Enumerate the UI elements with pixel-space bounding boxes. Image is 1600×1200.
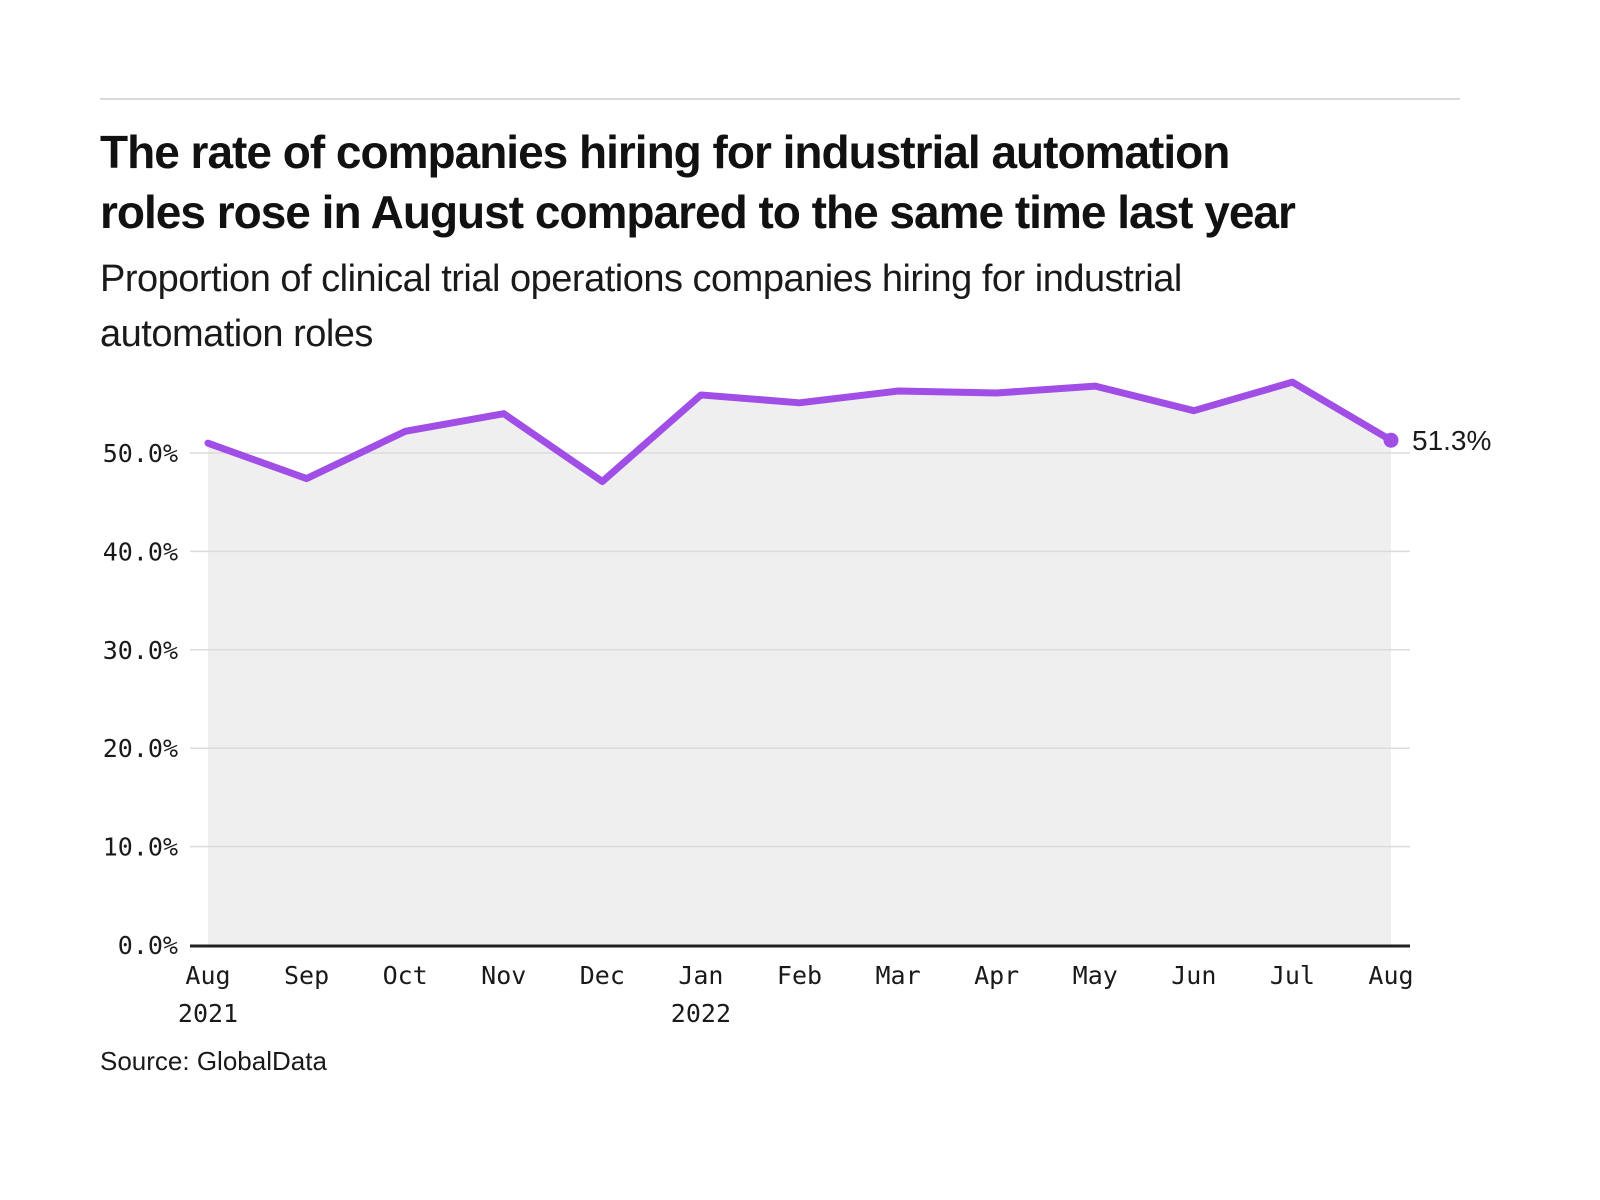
y-tick-label: 10.0%	[103, 833, 178, 862]
x-tick-label: Apr	[974, 961, 1019, 990]
y-tick-label: 0.0%	[118, 931, 178, 960]
x-tick-label: Mar	[876, 961, 921, 990]
x-tick-label: Dec	[580, 961, 625, 990]
end-dot	[1383, 432, 1399, 448]
x-tick-label: Feb	[777, 961, 822, 990]
x-tick-year-label: 2021	[178, 999, 238, 1028]
chart-title: The rate of companies hiring for industr…	[100, 122, 1500, 242]
area-fill	[208, 382, 1391, 946]
x-tick-label: May	[1073, 961, 1118, 990]
chart-subtitle-line-2: automation roles	[100, 313, 373, 355]
x-tick-label: Sep	[284, 961, 329, 990]
end-value-label: 51.3%	[1412, 425, 1491, 456]
y-tick-label: 30.0%	[103, 636, 178, 665]
x-tick-year-label: 2022	[671, 999, 731, 1028]
y-tick-label: 50.0%	[103, 439, 178, 468]
x-tick-label: Aug	[1368, 961, 1413, 990]
chart-title-line-1: The rate of companies hiring for industr…	[100, 126, 1230, 178]
x-tick-label: Jun	[1171, 961, 1216, 990]
x-tick-label: Jan	[678, 961, 723, 990]
series-line	[204, 378, 1395, 486]
x-tick-label: Nov	[481, 961, 526, 990]
x-tick-label: Jul	[1270, 961, 1315, 990]
x-tick-label: Aug	[185, 961, 230, 990]
chart-title-line-2: roles rose in August compared to the sam…	[100, 186, 1296, 238]
source-note: Source: GlobalData	[100, 1046, 327, 1076]
chart-subtitle: Proportion of clinical trial operations …	[100, 252, 1500, 362]
top-rule	[100, 98, 1460, 100]
x-tick-label: Oct	[383, 961, 428, 990]
y-tick-label: 40.0%	[103, 537, 178, 566]
chart-subtitle-line-1: Proportion of clinical trial operations …	[100, 258, 1182, 300]
y-tick-label: 20.0%	[103, 734, 178, 763]
